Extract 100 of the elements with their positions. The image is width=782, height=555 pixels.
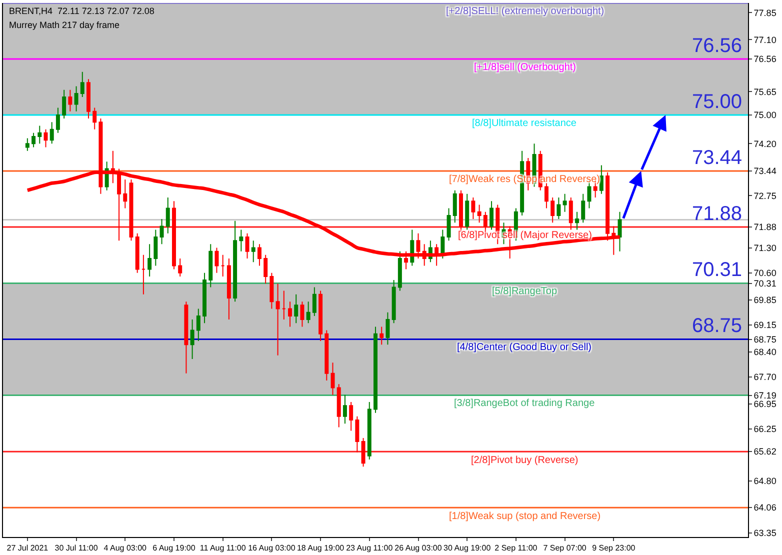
candlestick — [477, 204, 482, 224]
y-tick-label: 77.85 — [754, 8, 776, 18]
candlestick — [68, 89, 72, 112]
candlestick — [367, 402, 372, 460]
x-tick-label: 30 Aug 19:00 — [444, 544, 492, 553]
candlestick — [568, 197, 573, 230]
ref-line-label: [5/8]RangeTop — [492, 286, 558, 297]
candlestick — [282, 290, 286, 320]
annotation: 75.00 — [692, 91, 742, 113]
annotation: 76.56 — [692, 35, 742, 57]
candlestick — [618, 211, 622, 252]
candlestick — [251, 240, 256, 263]
y-tick-label: 72.75 — [754, 190, 776, 201]
candlestick — [172, 200, 176, 270]
candlestick — [233, 220, 238, 302]
candlestick — [294, 294, 298, 324]
candlestick — [86, 78, 90, 120]
candlestick — [550, 197, 555, 224]
candlestick — [190, 319, 194, 360]
y-tick-label: 77.10 — [754, 34, 776, 45]
candlestick — [556, 197, 561, 220]
y-tick-label: 68.40 — [754, 346, 776, 357]
y-tick-label: 68.75 — [754, 334, 776, 344]
candlestick — [148, 244, 152, 277]
candlestick — [440, 229, 445, 260]
annotation: 70.31 — [692, 259, 742, 281]
candlestick — [62, 89, 66, 120]
candlestick — [160, 218, 164, 245]
candlestick — [239, 229, 244, 252]
candlestick — [276, 283, 280, 356]
y-tick-label: 66.95 — [754, 399, 776, 410]
candlestick — [80, 71, 84, 98]
candlestick — [245, 232, 250, 260]
candlestick — [141, 254, 146, 295]
candlestick — [56, 107, 60, 134]
x-tick-label: 2 Sep 11:00 — [494, 544, 538, 553]
candlestick — [361, 437, 366, 468]
y-tick-label: 65.62 — [754, 446, 776, 457]
candlestick — [25, 138, 30, 152]
candlestick — [349, 402, 354, 432]
candlestick — [74, 86, 78, 112]
candlestick — [374, 326, 378, 414]
candlestick — [490, 200, 494, 230]
candlestick — [257, 244, 262, 266]
candlestick — [50, 122, 54, 144]
candlestick — [342, 394, 347, 424]
candlestick — [446, 208, 451, 242]
candlestick — [318, 290, 323, 342]
candlestick — [465, 193, 470, 230]
candlestick — [208, 244, 213, 288]
ref-line-label: [8/8]Ultimate resistance — [472, 118, 577, 129]
ref-line-label: [1/8]Weak sup (stop and Reverse) — [449, 511, 601, 522]
candlestick — [92, 107, 97, 130]
candlestick — [32, 132, 36, 148]
x-tick-label: 30 Jul 11:00 — [54, 544, 98, 553]
candlestick — [312, 286, 316, 316]
candlestick — [38, 125, 42, 144]
x-tick-label: 9 Sep 23:00 — [592, 544, 636, 553]
x-tick-label: 26 Aug 03:00 — [394, 544, 442, 553]
candlestick — [135, 232, 140, 274]
y-tick-label: 64.80 — [754, 476, 776, 486]
y-tick-label: 69.15 — [754, 320, 776, 330]
ref-line-label: [4/8]Center (Good Buy or Sell) — [457, 342, 592, 353]
y-tick-label: 76.56 — [754, 54, 776, 64]
candlestick — [123, 179, 128, 209]
candlestick — [392, 280, 396, 324]
candlestick — [264, 254, 268, 284]
candlestick — [386, 312, 390, 346]
candlestick — [214, 247, 219, 274]
y-tick-label: 74.20 — [754, 138, 776, 149]
y-tick-label: 64.06 — [754, 502, 776, 513]
candlestick — [562, 193, 567, 212]
x-tick-label: 11 Aug 11:00 — [200, 544, 246, 553]
ref-line-label: [+1/8]sell (Overbought) — [474, 62, 576, 73]
x-tick-label: 23 Aug 11:00 — [346, 544, 394, 553]
ref-line-label: [2/8]Pivot buy (Reverse) — [471, 455, 578, 466]
candlestick — [202, 272, 207, 324]
ref-line-label: [+2/8]SELL! (extremely overbought) — [446, 6, 604, 17]
candlestick — [355, 416, 360, 453]
chart-title: BRENT,H4 72.11 72.13 72.07 72.08 — [9, 6, 154, 16]
text: Murrey Math 217 day frame — [9, 20, 120, 30]
candlestick — [544, 182, 548, 209]
candlestick — [44, 128, 48, 148]
candlestick — [471, 197, 476, 220]
annotation: 68.75 — [692, 315, 742, 337]
x-tick-label: 18 Aug 19:00 — [296, 544, 345, 553]
x-tick-label: 4 Aug 03:00 — [104, 544, 148, 553]
y-tick-label: 63.35 — [754, 528, 776, 538]
y-tick-label: 70.60 — [754, 268, 776, 278]
candlestick — [575, 211, 580, 230]
candlestick — [324, 330, 329, 382]
candlestick — [336, 384, 341, 428]
x-tick-label: 16 Aug 03:00 — [248, 544, 296, 553]
x-tick-label: 7 Sep 07:00 — [543, 544, 587, 553]
candlestick — [270, 272, 274, 310]
candlestick — [196, 308, 200, 342]
candlestick — [581, 193, 586, 224]
y-tick-label: 75.65 — [754, 86, 776, 97]
candlestick — [398, 250, 402, 292]
annotation: 71.88 — [692, 203, 742, 225]
